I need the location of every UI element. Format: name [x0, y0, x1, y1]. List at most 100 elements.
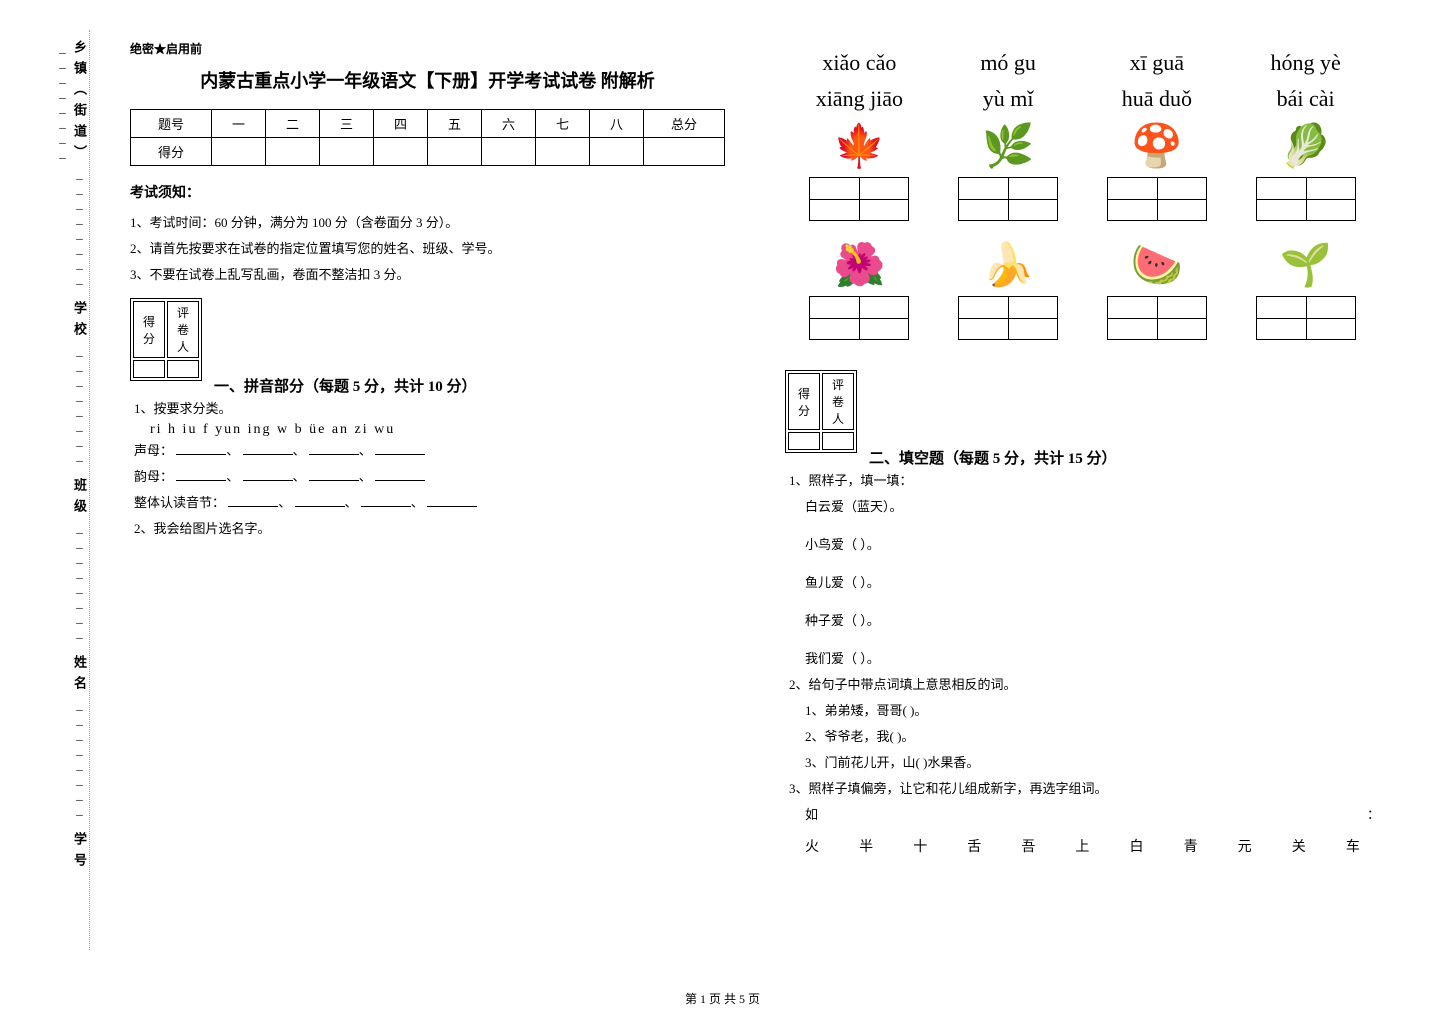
- score-cell[interactable]: [211, 138, 265, 166]
- blank[interactable]: [243, 454, 293, 455]
- score-cell[interactable]: [373, 138, 427, 166]
- char: 白: [1130, 836, 1144, 856]
- picture-icon: 🍉: [1087, 241, 1227, 290]
- s2-q1-item: 种子爱（ ）。: [805, 608, 1380, 634]
- score-cell[interactable]: [535, 138, 589, 166]
- zhengti-label: 整体认读音节：: [134, 495, 225, 510]
- grade-box: 得分 评卷人: [785, 370, 857, 453]
- char: 元: [1238, 836, 1252, 856]
- picture-icon: 🍌: [938, 241, 1078, 290]
- tian-box[interactable]: [958, 177, 1058, 221]
- blank[interactable]: [228, 506, 278, 507]
- char: 车: [1346, 836, 1360, 856]
- shengmu-label: 声母：: [134, 443, 173, 458]
- sidebar-fields: 乡镇（街道）________ 学校________ 班级________ 姓名_…: [50, 40, 89, 940]
- s2-q2-item: 3、门前花儿开，山( )水果香。: [805, 750, 1380, 776]
- tian-box[interactable]: [809, 177, 909, 221]
- tian-box[interactable]: [1107, 296, 1207, 340]
- blank[interactable]: [361, 506, 411, 507]
- score-cell[interactable]: [589, 138, 643, 166]
- pinyin-word: yù mǐ: [938, 86, 1078, 112]
- score-cell[interactable]: [427, 138, 481, 166]
- picture-icon: 🌱: [1236, 241, 1376, 290]
- right-column: xiǎo cǎo mó gu xī guā hóng yè xiāng jiāo…: [775, 30, 1390, 866]
- grade-cell[interactable]: [788, 432, 820, 450]
- confidential-label: 绝密★启用前: [130, 40, 725, 57]
- tian-box[interactable]: [1256, 296, 1356, 340]
- section2-header: 得分 评卷人 二、填空题（每题 5 分，共计 15 分）: [785, 360, 1380, 468]
- pinyin-word: bái cài: [1236, 86, 1376, 112]
- blank[interactable]: [309, 480, 359, 481]
- pinyin-word: xiāng jiāo: [789, 86, 929, 112]
- binding-sidebar: 乡镇（街道）________ 学校________ 班级________ 姓名_…: [50, 30, 90, 950]
- row-label-cell: 得分: [131, 138, 212, 166]
- header-cell: 二: [265, 110, 319, 138]
- header-cell: 六: [481, 110, 535, 138]
- blank[interactable]: [295, 506, 345, 507]
- s2-q1-item: 鱼儿爱（ ）。: [805, 570, 1380, 596]
- page-content: 绝密★启用前 内蒙古重点小学一年级语文【下册】开学考试试卷 附解析 题号 一 二…: [120, 30, 1420, 866]
- instructions-heading: 考试须知：: [130, 182, 725, 202]
- char: 火: [805, 836, 819, 856]
- header-cell: 三: [319, 110, 373, 138]
- yunmu-label: 韵母：: [134, 469, 173, 484]
- char: 舌: [967, 836, 981, 856]
- blank[interactable]: [375, 454, 425, 455]
- field-name: 姓名: [72, 655, 87, 697]
- zhengti-line: 整体认读音节： 、 、 、: [134, 490, 725, 516]
- answer-box-row-2: [785, 296, 1380, 340]
- score-cell[interactable]: [481, 138, 535, 166]
- header-cell: 五: [427, 110, 481, 138]
- blank[interactable]: [309, 454, 359, 455]
- q2-label: 2、我会给图片选名字。: [134, 516, 725, 542]
- char: 上: [1075, 836, 1089, 856]
- pinyin-word: xiǎo cǎo: [789, 50, 929, 76]
- image-row-2: 🌺 🍌 🍉 🌱: [785, 241, 1380, 290]
- tian-box[interactable]: [1107, 177, 1207, 221]
- score-cell[interactable]: [265, 138, 319, 166]
- instruction-item: 3、不要在试卷上乱写乱画，卷面不整洁扣 3 分。: [130, 262, 725, 288]
- grade-cell[interactable]: [133, 360, 165, 378]
- field-id: 学号: [72, 832, 87, 874]
- page-footer: 第 1 页 共 5 页: [0, 990, 1445, 1007]
- grader-cell[interactable]: [167, 360, 199, 378]
- char: 半: [859, 836, 873, 856]
- header-cell: 一: [211, 110, 265, 138]
- grade-label: 得分: [133, 301, 165, 358]
- grade-label: 得分: [788, 373, 820, 430]
- score-cell[interactable]: [319, 138, 373, 166]
- s2-q3-example-row: 如 ：: [805, 802, 1380, 828]
- blank[interactable]: [176, 454, 226, 455]
- picture-icon: 🌿: [938, 122, 1078, 171]
- picture-icon: 🍄: [1087, 122, 1227, 171]
- tian-box[interactable]: [809, 296, 909, 340]
- grader-label: 评卷人: [167, 301, 199, 358]
- s2-q1-example: 白云爱（蓝天）。: [805, 494, 1380, 520]
- colon: ：: [1367, 802, 1380, 828]
- pinyin-word: hóng yè: [1236, 50, 1376, 76]
- tian-box[interactable]: [1256, 177, 1356, 221]
- blank[interactable]: [243, 480, 293, 481]
- tian-box[interactable]: [958, 296, 1058, 340]
- s2-q1-item: 小鸟爱（ ）。: [805, 532, 1380, 558]
- section1-title: 一、拼音部分（每题 5 分，共计 10 分）: [214, 375, 477, 396]
- left-column: 绝密★启用前 内蒙古重点小学一年级语文【下册】开学考试试卷 附解析 题号 一 二…: [120, 30, 735, 866]
- s2-q3-example: 如: [805, 802, 818, 828]
- blank[interactable]: [375, 480, 425, 481]
- char: 青: [1184, 836, 1198, 856]
- pinyin-row-1: xiǎo cǎo mó gu xī guā hóng yè: [785, 50, 1380, 76]
- image-row-1: 🍁 🌿 🍄 🥬: [785, 122, 1380, 171]
- header-cell: 八: [589, 110, 643, 138]
- header-cell: 四: [373, 110, 427, 138]
- section1-header: 得分 评卷人 一、拼音部分（每题 5 分，共计 10 分）: [130, 288, 725, 396]
- answer-box-row-1: [785, 177, 1380, 221]
- blank[interactable]: [176, 480, 226, 481]
- pinyin-word: xī guā: [1087, 50, 1227, 76]
- instruction-item: 2、请首先按要求在试卷的指定位置填写您的姓名、班级、学号。: [130, 236, 725, 262]
- grader-cell[interactable]: [822, 432, 854, 450]
- char-row: 火 半 十 舌 吾 上 白 青 元 关 车: [785, 836, 1380, 856]
- s2-q2-item: 1、弟弟矮，哥哥( )。: [805, 698, 1380, 724]
- s2-q1-label: 1、照样子，填一填：: [789, 468, 1380, 494]
- score-cell[interactable]: [643, 138, 724, 166]
- blank[interactable]: [427, 506, 477, 507]
